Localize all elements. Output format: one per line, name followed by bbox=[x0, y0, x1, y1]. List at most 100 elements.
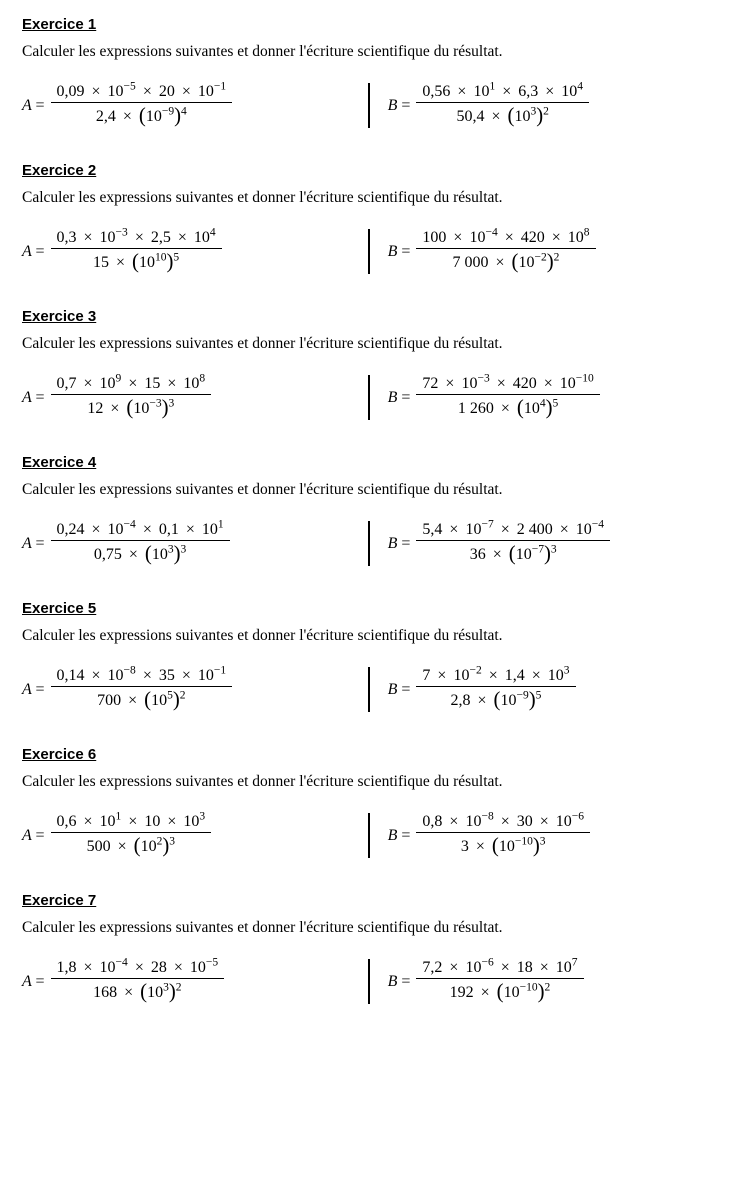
denominator: 3 × (10−10)3 bbox=[455, 833, 552, 858]
equation-b: B = 0,56 × 101 × 6,3 × 10450,4 × (103)2 bbox=[388, 83, 716, 128]
equation-pair: A = 1,8 × 10−4 × 28 × 10−5168 × (103)2 B =… bbox=[22, 959, 716, 1004]
equation-pair: A =0,24 × 10−4 × 0,1 × 1010,75 × (103)3B… bbox=[22, 521, 716, 566]
denominator: 12 × (10−3)3 bbox=[81, 395, 180, 420]
numerator: 0,8 × 10−8 × 30 × 10−6 bbox=[416, 813, 590, 832]
equation-a: A = 0,7 × 109 × 15 × 10812 × (10−3)3 bbox=[22, 375, 350, 420]
equation-lhs: A = bbox=[22, 973, 45, 991]
column-divider bbox=[368, 229, 369, 274]
exercise-title: Exercice 1 bbox=[22, 16, 716, 33]
denominator: 500 × (102)3 bbox=[81, 833, 181, 858]
equation-b: B = 100 × 10−4 × 420 × 1087 000 × (10−2)2 bbox=[388, 229, 716, 274]
numerator: 0,3 × 10−3 × 2,5 × 104 bbox=[51, 229, 222, 248]
column-divider bbox=[368, 667, 369, 712]
equation-lhs: B = bbox=[388, 827, 411, 845]
equation-a: A =0,24 × 10−4 × 0,1 × 1010,75 × (103)3 bbox=[22, 521, 350, 566]
column-divider bbox=[368, 375, 369, 420]
equation-lhs: B = bbox=[388, 535, 411, 553]
numerator: 0,24 × 10−4 × 0,1 × 101 bbox=[51, 521, 230, 540]
numerator: 1,8 × 10−4 × 28 × 10−5 bbox=[51, 959, 225, 978]
equation-lhs: A = bbox=[22, 535, 45, 553]
exercise-instruction: Calculer les expressions suivantes et do… bbox=[22, 919, 716, 937]
fraction: 0,8 × 10−8 × 30 × 10−63 × (10−10)3 bbox=[416, 813, 590, 858]
numerator: 0,09 × 10−5 × 20 × 10−1 bbox=[51, 83, 233, 102]
equation-a: A = 0,3 × 10−3 × 2,5 × 10415 × (1010)5 bbox=[22, 229, 350, 274]
fraction: 0,6 × 101 × 10 × 103500 × (102)3 bbox=[51, 813, 212, 858]
exercise-instruction: Calculer les expressions suivantes et do… bbox=[22, 627, 716, 645]
exercise-7: Exercice 7 Calculer les expressions suiva… bbox=[22, 892, 716, 1004]
column-divider bbox=[368, 959, 369, 1004]
exercise-title: Exercice 7 bbox=[22, 892, 716, 909]
equation-lhs: A = bbox=[22, 681, 45, 699]
fraction: 1,8 × 10−4 × 28 × 10−5168 × (103)2 bbox=[51, 959, 225, 1004]
numerator: 7 × 10−2 × 1,4 × 103 bbox=[416, 667, 575, 686]
fraction: 72 × 10−3 × 420 × 10−101 260 × (104)5 bbox=[416, 375, 599, 420]
exercise-instruction: Calculer les expressions suivantes et do… bbox=[22, 335, 716, 353]
denominator: 192 × (10−10)2 bbox=[444, 979, 557, 1004]
exercise-title: Exercice 2 bbox=[22, 162, 716, 179]
equation-lhs: B = bbox=[388, 389, 411, 407]
exercise-instruction: Calculer les expressions suivantes et do… bbox=[22, 481, 716, 499]
exercise-instruction: Calculer les expressions suivantes et do… bbox=[22, 43, 716, 61]
fraction: 0,14 × 10−8 × 35 × 10−1700 × (105)2 bbox=[51, 667, 233, 712]
equation-pair: A = 0,09 × 10−5 × 20 × 10−12,4 × (10−9)4 B… bbox=[22, 83, 716, 128]
numerator: 0,7 × 109 × 15 × 108 bbox=[51, 375, 212, 394]
column-divider bbox=[368, 83, 369, 128]
denominator: 36 × (10−7)3 bbox=[464, 541, 563, 566]
equation-pair: A = 0,6 × 101 × 10 × 103500 × (102)3 B = 0,… bbox=[22, 813, 716, 858]
fraction: 0,56 × 101 × 6,3 × 10450,4 × (103)2 bbox=[416, 83, 589, 128]
numerator: 0,14 × 10−8 × 35 × 10−1 bbox=[51, 667, 233, 686]
equation-lhs: A = bbox=[22, 389, 45, 407]
exercise-instruction: Calculer les expressions suivantes et do… bbox=[22, 189, 716, 207]
denominator: 50,4 × (103)2 bbox=[451, 103, 555, 128]
equation-lhs: B = bbox=[388, 973, 411, 991]
page: Exercice 1 Calculer les expressions suiva… bbox=[0, 0, 738, 1078]
equation-a: A = 0,14 × 10−8 × 35 × 10−1700 × (105)2 bbox=[22, 667, 350, 712]
denominator: 168 × (103)2 bbox=[87, 979, 187, 1004]
numerator: 0,6 × 101 × 10 × 103 bbox=[51, 813, 212, 832]
equation-b: B = 7 × 10−2 × 1,4 × 1032,8 × (10−9)5 bbox=[388, 667, 716, 712]
denominator: 2,8 × (10−9)5 bbox=[445, 687, 548, 712]
fraction: 0,09 × 10−5 × 20 × 10−12,4 × (10−9)4 bbox=[51, 83, 233, 128]
equation-lhs: A = bbox=[22, 827, 45, 845]
exercise-instruction: Calculer les expressions suivantes et do… bbox=[22, 773, 716, 791]
denominator: 7 000 × (10−2)2 bbox=[447, 249, 566, 274]
equation-lhs: B = bbox=[388, 97, 411, 115]
equation-b: B = 72 × 10−3 × 420 × 10−101 260 × (104)5 bbox=[388, 375, 716, 420]
equation-a: A = 0,6 × 101 × 10 × 103500 × (102)3 bbox=[22, 813, 350, 858]
numerator: 5,4 × 10−7 × 2 400 × 10−4 bbox=[416, 521, 610, 540]
fraction: 0,3 × 10−3 × 2,5 × 10415 × (1010)5 bbox=[51, 229, 222, 274]
exercise-1: Exercice 1 Calculer les expressions suiva… bbox=[22, 16, 716, 128]
numerator: 0,56 × 101 × 6,3 × 104 bbox=[416, 83, 589, 102]
denominator: 1 260 × (104)5 bbox=[452, 395, 564, 420]
fraction: 5,4 × 10−7 × 2 400 × 10−436 × (10−7)3 bbox=[416, 521, 610, 566]
column-divider bbox=[368, 521, 369, 566]
fraction: 0,7 × 109 × 15 × 10812 × (10−3)3 bbox=[51, 375, 212, 420]
fraction: 7,2 × 10−6 × 18 × 107192 × (10−10)2 bbox=[416, 959, 583, 1004]
denominator: 15 × (1010)5 bbox=[87, 249, 185, 274]
denominator: 2,4 × (10−9)4 bbox=[90, 103, 193, 128]
exercise-title: Exercice 4 bbox=[22, 454, 716, 471]
exercise-title: Exercice 5 bbox=[22, 600, 716, 617]
equation-a: A = 1,8 × 10−4 × 28 × 10−5168 × (103)2 bbox=[22, 959, 350, 1004]
equation-b: B = 5,4 × 10−7 × 2 400 × 10−436 × (10−7)3 bbox=[388, 521, 716, 566]
equation-lhs: A = bbox=[22, 97, 45, 115]
exercise-2: Exercice 2 Calculer les expressions suiva… bbox=[22, 162, 716, 274]
numerator: 7,2 × 10−6 × 18 × 107 bbox=[416, 959, 583, 978]
equation-pair: A = 0,7 × 109 × 15 × 10812 × (10−3)3 B = 72… bbox=[22, 375, 716, 420]
equation-pair: A = 0,14 × 10−8 × 35 × 10−1700 × (105)2 B … bbox=[22, 667, 716, 712]
equation-b: B = 7,2 × 10−6 × 18 × 107192 × (10−10)2 bbox=[388, 959, 716, 1004]
exercise-title: Exercice 6 bbox=[22, 746, 716, 763]
equation-lhs: B = bbox=[388, 681, 411, 699]
exercise-title: Exercice 3 bbox=[22, 308, 716, 325]
fraction: 100 × 10−4 × 420 × 1087 000 × (10−2)2 bbox=[416, 229, 595, 274]
exercise-5: Exercice 5 Calculer les expressions suiva… bbox=[22, 600, 716, 712]
equation-a: A = 0,09 × 10−5 × 20 × 10−12,4 × (10−9)4 bbox=[22, 83, 350, 128]
equation-pair: A = 0,3 × 10−3 × 2,5 × 10415 × (1010)5 B =… bbox=[22, 229, 716, 274]
equation-b: B = 0,8 × 10−8 × 30 × 10−63 × (10−10)3 bbox=[388, 813, 716, 858]
numerator: 100 × 10−4 × 420 × 108 bbox=[416, 229, 595, 248]
denominator: 700 × (105)2 bbox=[91, 687, 191, 712]
equation-lhs: B = bbox=[388, 243, 411, 261]
equation-lhs: A = bbox=[22, 243, 45, 261]
numerator: 72 × 10−3 × 420 × 10−10 bbox=[416, 375, 599, 394]
exercise-4: Exercice 4 Calculer les expressions suiva… bbox=[22, 454, 716, 566]
